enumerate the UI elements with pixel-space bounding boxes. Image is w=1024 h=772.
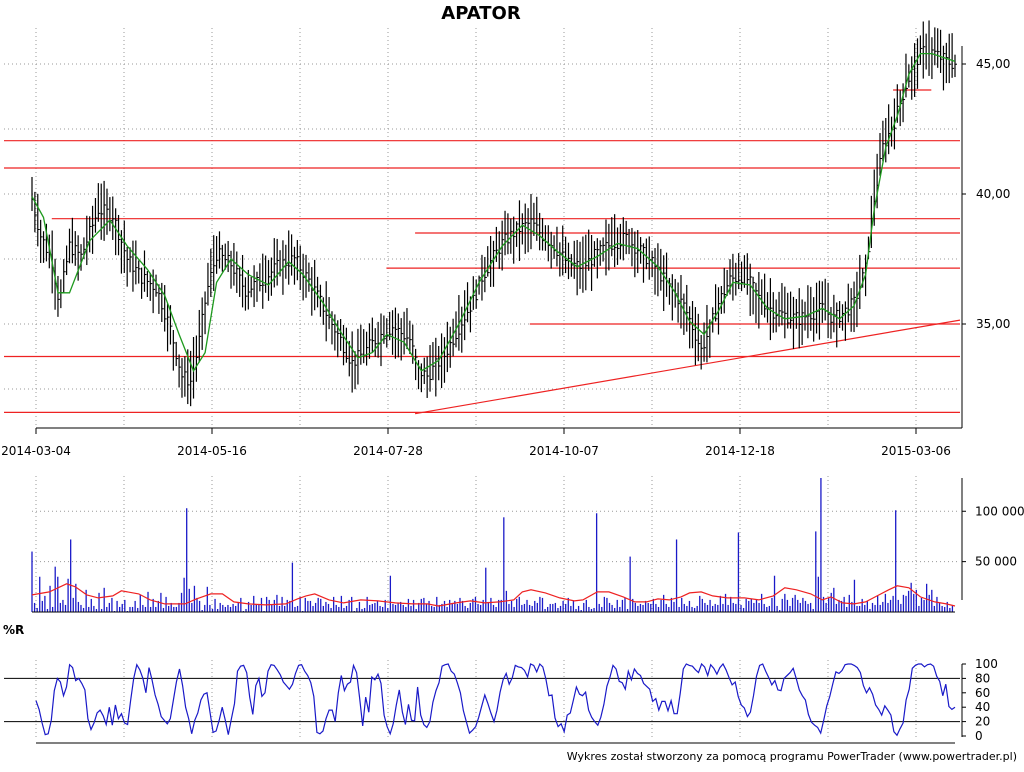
grid-layer (4, 28, 960, 740)
price-x-tick-label: 2015-03-06 (881, 444, 951, 458)
moving-average-line (31, 52, 956, 373)
chart-title: APATOR (441, 3, 521, 24)
williams-r-layer (4, 662, 960, 737)
indicator-label: %R (3, 623, 24, 637)
price-y-tick-label: 45,00 (976, 57, 1010, 71)
price-bars-layer (31, 20, 957, 407)
wr-line (35, 662, 956, 737)
wr-y-tick-label: 40 (975, 700, 990, 714)
wr-y-tick-label: 80 (975, 671, 990, 685)
wr-y-tick-label: 60 (975, 686, 990, 700)
trendline (414, 319, 961, 415)
price-y-tick-label: 40,00 (976, 187, 1010, 201)
axes-layer: 35,00 40,00 45,00 2014-03-04 2014-05-16 2014-… (1, 46, 1024, 744)
wr-y-tick-label: 0 (975, 729, 983, 743)
wr-y-tick-label: 20 (975, 715, 990, 729)
volume-y-tick-label: 100 000 (975, 504, 1024, 518)
price-x-tick-label: 2014-05-16 (177, 444, 247, 458)
price-x-tick-label: 2014-10-07 (529, 444, 599, 458)
moving-average-layer (31, 52, 956, 373)
support-resistance-layer (4, 89, 961, 415)
volume-average-line (31, 583, 956, 607)
price-x-tick-label: 2014-03-04 (1, 444, 71, 458)
price-y-tick-label: 35,00 (976, 317, 1010, 331)
wr-y-tick-label: 100 (975, 657, 998, 671)
price-x-tick-label: 2014-12-18 (705, 444, 775, 458)
volume-y-tick-label: 50 000 (975, 555, 1017, 569)
footer-credit: Wykres został stworzony za pomocą progra… (567, 750, 1017, 763)
volume-layer (31, 478, 956, 612)
price-x-tick-label: 2014-07-28 (353, 444, 423, 458)
